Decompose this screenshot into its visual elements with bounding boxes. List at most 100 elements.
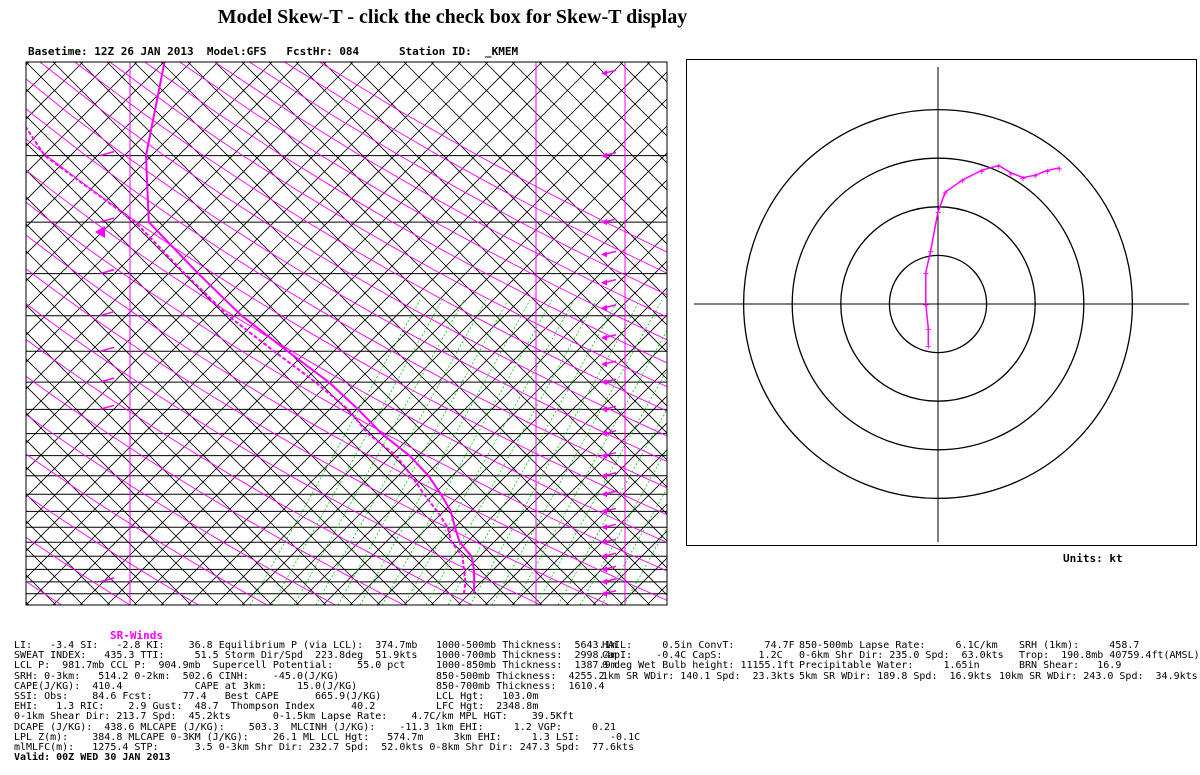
wind-barb-head — [601, 361, 607, 368]
grid-diagonal-line — [133, 62, 667, 596]
hodograph-point-marker: + — [928, 247, 934, 258]
fcsthr-value: 084 — [339, 45, 360, 58]
grid-diagonal-line — [214, 62, 667, 515]
hodograph: +++++++++ ++ + + + + — [694, 67, 1189, 542]
grid-diagonal-line — [26, 62, 516, 552]
index-entry: 1000-500mb Thickness: 5643.1m — [436, 640, 617, 651]
grid-diagonal-line — [26, 62, 273, 309]
grid-diagonal-line — [26, 493, 138, 605]
hodograph-point-marker: + — [935, 208, 941, 219]
dry-adiabat — [26, 138, 667, 516]
grid-diagonal-line — [26, 115, 516, 605]
grid-diagonal-line — [268, 206, 667, 605]
grid-diagonal-line — [674, 62, 680, 605]
grid-diagonal-line — [646, 62, 667, 83]
grid-diagonal-line — [538, 476, 667, 605]
grid-diagonal-line — [484, 422, 667, 605]
grid-diagonal-line — [376, 314, 667, 605]
dry-adiabat — [26, 303, 541, 605]
sr-wind-barb — [99, 346, 115, 353]
dry-adiabat — [26, 268, 610, 605]
grid-diagonal-line — [26, 385, 246, 605]
dry-adiabat — [214, 62, 667, 318]
grid-diagonal-line — [403, 62, 667, 326]
grid-diagonal-line — [160, 62, 667, 569]
grid-diagonal-line — [26, 223, 408, 605]
sr-wind-barb — [99, 310, 115, 317]
grid-diagonal-line — [295, 62, 667, 434]
page-title: Model Skew-T - click the check box for S… — [217, 6, 688, 28]
sr-wind-barb — [99, 150, 115, 157]
grid-diagonal-line — [646, 584, 667, 605]
index-entry: 10km SR WDir: 243.0 Spd: 34.9kts — [999, 670, 1198, 682]
grid-diagonal-line — [26, 62, 246, 282]
dry-adiabat — [26, 338, 473, 605]
mixing-ratio-line — [315, 299, 487, 605]
grid-diagonal-line — [457, 62, 667, 272]
temperature-profile — [144, 62, 476, 594]
index-entry: Valid: 00Z WED 30 JAN 2013 — [14, 752, 171, 764]
index-entry: LCL Hgt: 103.0m — [436, 691, 539, 702]
wind-barb-head — [601, 219, 607, 226]
hodograph-point-marker: + — [979, 166, 985, 177]
index-entry: 1000-850mb Thickness: 1387.9m — [436, 660, 617, 672]
index-entry: 850-500mb Lapse Rate: 6.1C/km — [799, 640, 998, 651]
index-entry: LCL P: 981.7mb CCL P: 904.9mb Supercell … — [14, 660, 406, 672]
wind-barb-head — [601, 251, 607, 258]
mixing-ratio-line — [403, 299, 575, 605]
grid-diagonal-line — [26, 466, 165, 605]
hodograph-point-marker: + — [942, 188, 948, 199]
wind-barb-head — [601, 452, 607, 459]
wind-barb-head — [601, 334, 607, 341]
wind-barb-head — [601, 553, 607, 560]
dry-adiabat — [26, 413, 336, 605]
grid-diagonal-line — [0, 62, 2, 605]
grid-diagonal-line — [187, 62, 667, 542]
index-entry: LI: -3.4 SI: -2.8 KI: 36.8 Equilibrium P… — [14, 640, 418, 651]
grid-diagonal-line — [26, 62, 165, 201]
hodograph-point-marker: + — [923, 300, 929, 311]
index-entry: DCAPE (J/KG): 438.6 MLCAPE (J/KG): 503.3… — [14, 721, 617, 733]
dry-adiabat — [26, 453, 268, 605]
wind-barb-head — [601, 70, 607, 77]
grid-diagonal-line — [674, 62, 680, 605]
hodograph-point-marker: + — [925, 341, 931, 352]
dry-adiabat — [26, 494, 199, 605]
hodograph-point-marker: + — [959, 176, 965, 187]
index-entry: BRN Shear: 16.9 — [1019, 660, 1122, 672]
grid-diagonal-line — [26, 62, 408, 444]
sr-wind-barb — [99, 377, 115, 383]
hodograph-point-marker: + — [925, 324, 931, 335]
basetime-value: 12Z 26 JAN 2013 — [94, 45, 194, 58]
grid-diagonal-line — [376, 62, 667, 353]
index-entry: LPL Z(m): 384.8 MLCAPE 0-3KM (J/KG): 26.… — [14, 731, 641, 743]
wind-barb-head — [601, 566, 607, 573]
grid-diagonal-line — [511, 449, 667, 605]
wind-barb-head — [601, 508, 607, 515]
grid-diagonal-line — [26, 331, 300, 605]
wind-barb-head — [601, 472, 607, 479]
grid-diagonal-line — [52, 62, 597, 605]
model-label: Model: — [206, 45, 247, 58]
dry-adiabat — [39, 62, 667, 437]
grid-diagonal-line — [26, 250, 381, 605]
grid-diagonal-line — [26, 169, 462, 605]
grid-diagonal-line — [26, 412, 219, 605]
model-value: GFS — [246, 45, 267, 58]
grid-diagonal-line — [565, 62, 667, 164]
hodograph-point-marker: + — [1008, 169, 1014, 180]
grid-diagonal-line — [26, 62, 138, 174]
skewt-frame — [25, 61, 668, 606]
sr-wind-barb-head — [95, 226, 105, 238]
index-entry: EHI: 1.3 RIC: 2.9 Gust: 48.7 Thompson In… — [14, 701, 376, 713]
mixing-ratio-line — [293, 299, 465, 605]
wind-barb-head — [601, 430, 607, 437]
grid-diagonal-line — [26, 62, 30, 66]
grid-diagonal-line — [106, 62, 651, 605]
wind-barb-head — [601, 406, 607, 413]
wind-barb-head — [601, 379, 607, 386]
grid-diagonal-line — [26, 358, 273, 605]
hodograph-frame — [686, 59, 1197, 546]
wind-barb-head — [601, 279, 607, 286]
grid-diagonal-line — [26, 196, 435, 605]
